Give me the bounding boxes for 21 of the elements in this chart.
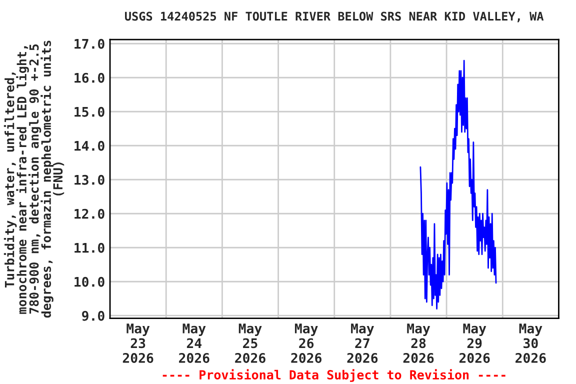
text: ---- Provisional Data Subject to Revision ----	[162, 369, 506, 382]
y-tick-label: 16.0	[74, 72, 104, 83]
y-tick-label: 14.0	[74, 140, 104, 151]
y-tick-label: 12.0	[74, 208, 104, 219]
x-tick-label: May 27 2026	[347, 324, 378, 363]
y-tick-label: 9.0	[82, 310, 104, 321]
y-tick-label: 11.0	[74, 242, 104, 253]
x-tick-label: May 25 2026	[235, 324, 266, 363]
x-tick-label: May 30 2026	[516, 324, 546, 363]
chart-title: USGS 14240525 NF TOUTLE RIVER BELOW SRS NEAR KID VALLEY, WA	[125, 12, 544, 22]
y-tick-label: 10.0	[74, 276, 104, 287]
x-tick-label: May 28 2026	[403, 324, 434, 363]
x-tick-label: May 26 2026	[291, 324, 322, 363]
y-tick-label: 15.0	[74, 106, 104, 117]
y-tick-label: 13.0	[74, 174, 104, 185]
y-axis-title: Turbidity, water, unfiltered, monochrome near infra-red LED light, 780-900 nm, detection angle 90 +-2.5 degrees, formazin nephelometric units (FNU)	[4, 40, 64, 318]
line-series	[420, 60, 497, 310]
x-tick-label: May 24 2026	[179, 324, 210, 363]
y-tick-label: 17.0	[74, 38, 104, 49]
x-tick-label: May 23 2026	[122, 324, 154, 363]
x-tick-label: May 29 2026	[459, 324, 490, 363]
